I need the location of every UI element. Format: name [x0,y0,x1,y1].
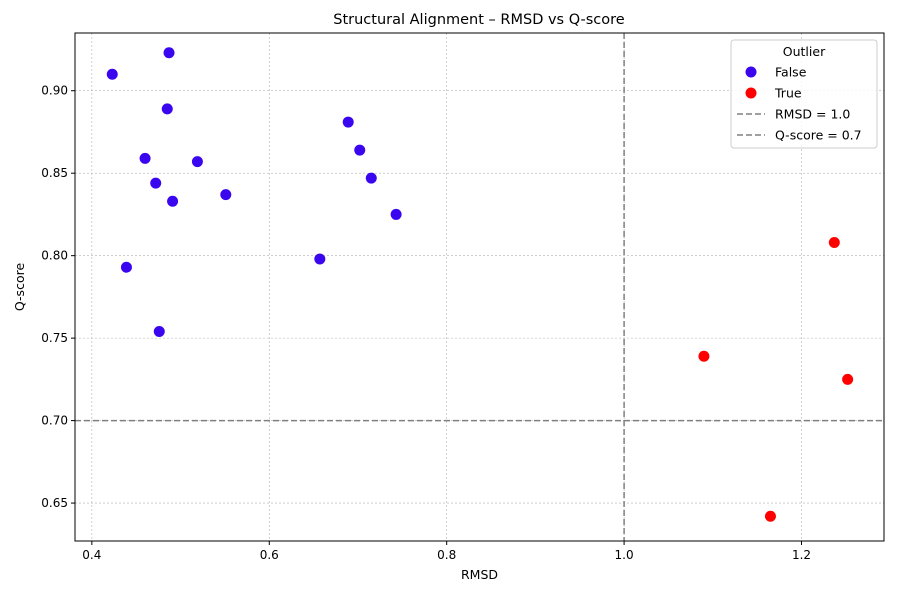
data-point [150,177,162,189]
x-axis-ticks: 0.4 0.6 0.8 1.0 1.2 [82,541,811,562]
data-point [698,350,710,362]
legend-label: Q-score = 0.7 [775,128,862,143]
reference-lines [75,33,884,541]
data-point [167,195,179,207]
x-tick-label: 1.0 [615,548,634,562]
y-tick-label: 0.90 [41,84,68,98]
legend-label: RMSD = 1.0 [775,107,850,122]
y-tick-label: 0.70 [41,414,68,428]
data-point [342,116,354,128]
legend-title: Outlier [783,44,826,59]
chart-title: Structural Alignment – RMSD vs Q-score [333,12,625,28]
series-true [698,236,854,522]
y-tick-label: 0.75 [41,331,68,345]
data-point [139,152,151,164]
plot-frame [74,32,885,542]
y-tick-label: 0.65 [41,496,68,510]
data-point [161,103,173,115]
data-point [390,208,402,220]
legend-marker-true [745,87,757,99]
legend-marker-false [745,66,757,78]
x-tick-label: 0.6 [260,548,279,562]
x-tick-label: 1.2 [792,548,811,562]
data-point [163,47,175,59]
data-point [120,261,132,273]
data-point [828,236,840,248]
y-tick-label: 0.80 [41,249,68,263]
legend-box [730,39,878,149]
data-point [153,326,165,338]
x-axis-label: RMSD [461,567,498,582]
y-axis-label: Q-score [12,263,27,312]
data-point [191,156,203,168]
y-axis-ticks: 0.65 0.70 0.75 0.80 0.85 0.90 [41,84,75,510]
x-tick-label: 0.4 [82,548,101,562]
data-points [106,47,854,522]
data-point [106,68,118,80]
legend-label: True [774,86,802,101]
data-point [354,144,366,156]
data-point [220,189,232,201]
x-tick-label: 0.8 [437,548,456,562]
data-point [764,510,776,522]
data-point [314,253,326,265]
legend: Outlier False True RMSD = 1.0 Q-score = 0.7 [730,39,878,149]
data-point [842,373,854,385]
y-tick-label: 0.85 [41,166,68,180]
legend-label: False [775,65,807,80]
series-false [106,47,402,338]
data-point [365,172,377,184]
